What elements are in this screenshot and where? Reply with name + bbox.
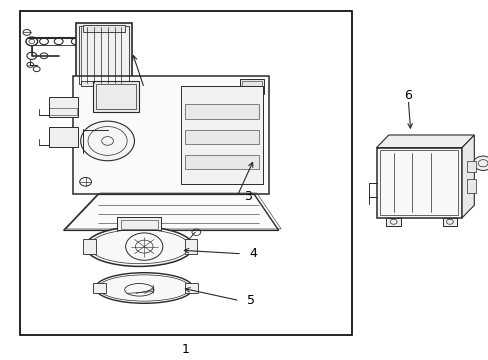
Bar xyxy=(73,76,268,194)
Bar xyxy=(242,81,261,92)
Bar xyxy=(376,148,461,218)
Polygon shape xyxy=(376,135,473,148)
Polygon shape xyxy=(461,135,473,218)
Text: 4: 4 xyxy=(249,247,257,260)
Text: 6: 6 xyxy=(404,89,411,102)
Text: 2: 2 xyxy=(151,82,159,95)
Bar xyxy=(184,155,259,169)
Bar xyxy=(83,239,96,254)
Bar xyxy=(93,81,139,112)
Bar xyxy=(117,217,161,230)
Bar xyxy=(49,127,78,147)
Ellipse shape xyxy=(95,273,193,303)
Bar xyxy=(76,23,132,86)
Bar xyxy=(184,130,259,144)
Bar xyxy=(239,79,264,94)
Circle shape xyxy=(81,121,134,161)
Bar xyxy=(185,283,197,293)
Bar xyxy=(96,84,136,109)
Bar xyxy=(81,81,127,86)
Bar xyxy=(49,108,77,115)
Bar xyxy=(386,218,400,226)
Bar xyxy=(93,283,105,293)
Bar xyxy=(83,25,124,32)
Polygon shape xyxy=(63,194,278,230)
Text: 5: 5 xyxy=(246,294,254,307)
Bar xyxy=(184,239,196,254)
Bar xyxy=(466,161,475,172)
Ellipse shape xyxy=(85,227,193,266)
Bar xyxy=(466,179,475,193)
Text: 1: 1 xyxy=(182,343,189,356)
Bar xyxy=(49,97,78,117)
Bar xyxy=(184,104,259,119)
Bar xyxy=(380,150,457,215)
Bar xyxy=(181,86,263,184)
Bar xyxy=(20,11,351,335)
Text: 3: 3 xyxy=(244,190,252,203)
Bar xyxy=(442,218,456,226)
Circle shape xyxy=(472,156,488,170)
Bar xyxy=(121,220,158,229)
Bar xyxy=(79,26,129,84)
